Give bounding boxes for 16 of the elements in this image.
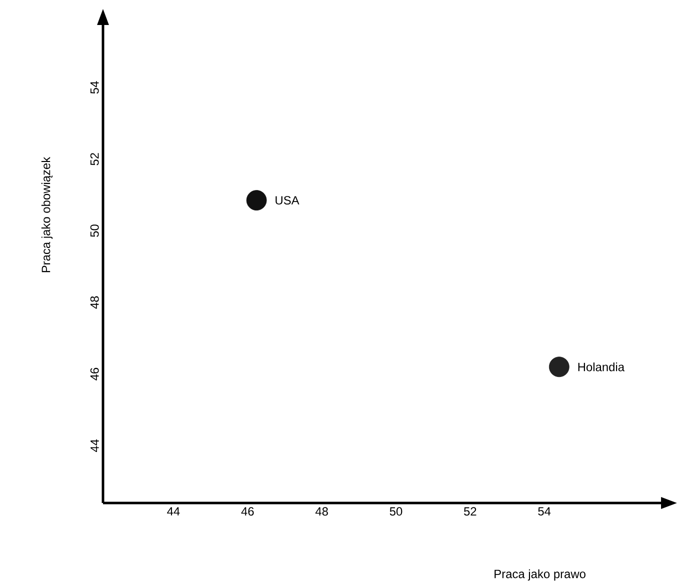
- y-tick-label: 46: [90, 368, 99, 380]
- legend-label: USA: [276, 196, 300, 205]
- y-tick-label: 48: [90, 296, 99, 309]
- y-tick-label: 50: [90, 224, 99, 237]
- x-tick-label: 44: [167, 507, 180, 516]
- y-axis-title: Praca jako obowiązek: [41, 156, 53, 272]
- x-tick-label: 54: [538, 507, 551, 516]
- x-tick-label: 52: [464, 507, 476, 516]
- x-tick-label: 50: [390, 507, 402, 516]
- series-label: Holandia: [578, 362, 625, 372]
- y-tick-label: 44: [90, 439, 99, 452]
- y-tick-label: 54: [90, 81, 99, 94]
- x-tick-label: 46: [241, 507, 254, 516]
- x-tick-label: 48: [315, 507, 328, 516]
- y-tick-label: 52: [90, 153, 99, 166]
- x-axis-title: Praca jako prawo: [494, 569, 586, 581]
